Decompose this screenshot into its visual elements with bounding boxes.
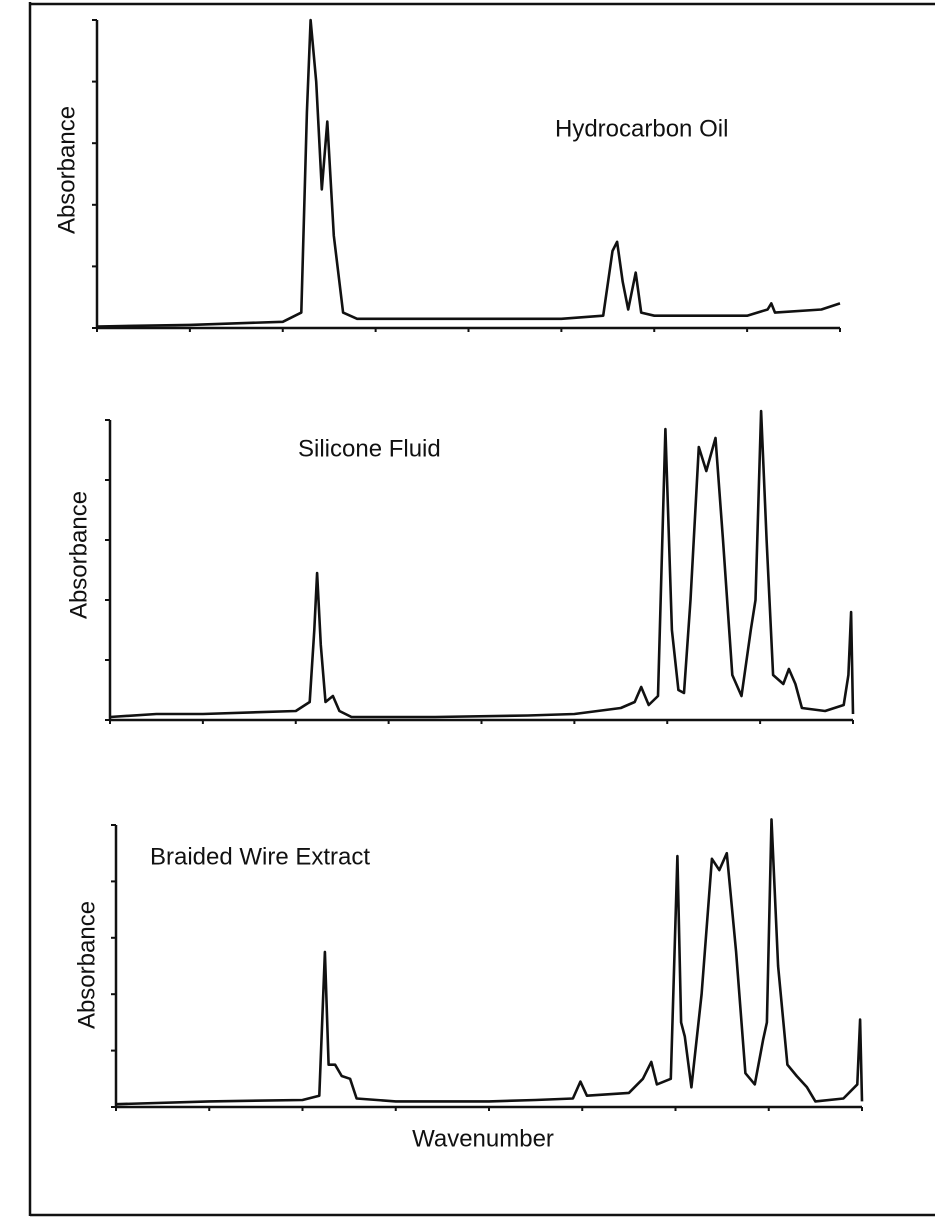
y-axis-label: Absorbance bbox=[65, 491, 92, 619]
x-axis-label: Wavenumber bbox=[412, 1125, 554, 1152]
y-axis-label: Absorbance bbox=[53, 106, 80, 234]
annotation: Silicone Fluid bbox=[298, 435, 441, 462]
annotation: Hydrocarbon Oil bbox=[555, 115, 728, 142]
spectrum-line bbox=[109, 409, 855, 719]
annotation: Braided Wire Extract bbox=[150, 843, 370, 870]
spectrum-line bbox=[115, 818, 864, 1106]
y-axis-label: Absorbance bbox=[73, 901, 100, 1029]
spectrum-line bbox=[96, 18, 841, 328]
